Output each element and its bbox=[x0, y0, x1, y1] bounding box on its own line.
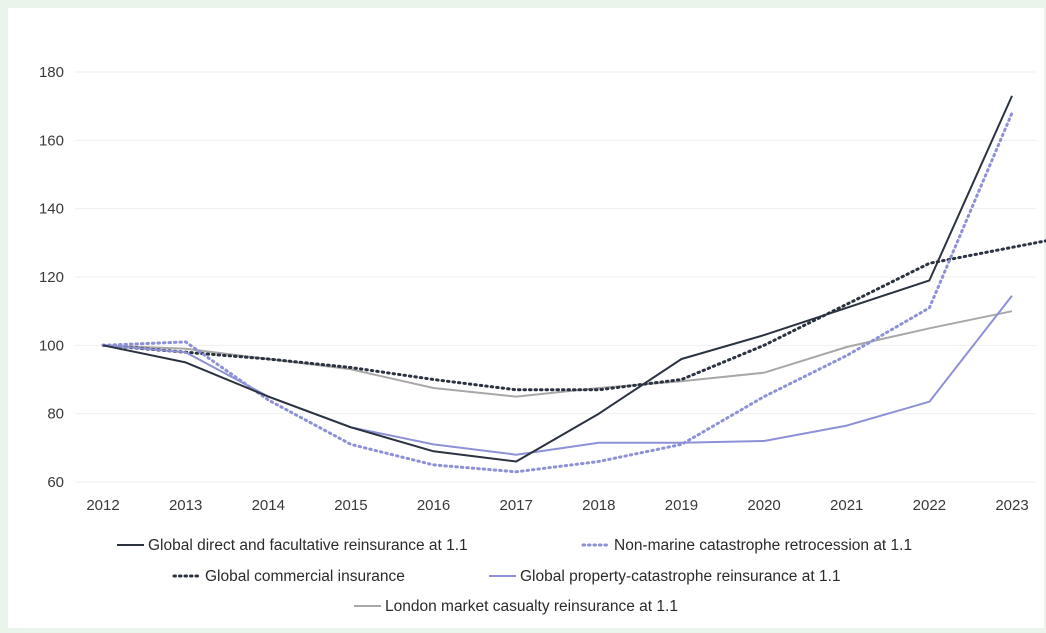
x-axis-ticks: 2012 2013 2014 2015 2016 2017 2018 2019 2020 2021… bbox=[86, 497, 1028, 514]
y-axis-ticks: 60 80 100 120 140 160 180 bbox=[39, 64, 64, 491]
y-tick-label: 100 bbox=[39, 337, 64, 354]
y-tick-label: 60 bbox=[47, 474, 64, 491]
legend-label: London market casualty reinsurance at 1.… bbox=[385, 598, 678, 615]
y-tick-label: 80 bbox=[47, 406, 64, 423]
y-tick-label: 140 bbox=[39, 201, 64, 218]
legend-label: Non-marine catastrophe retrocession at 1… bbox=[614, 537, 912, 554]
x-tick-label: 2019 bbox=[665, 497, 698, 514]
series-line-5 bbox=[102, 310, 1013, 398]
series-lines bbox=[101, 95, 1046, 474]
chart-panel bbox=[8, 8, 1044, 628]
x-tick-label: 2015 bbox=[334, 497, 367, 514]
y-tick-label: 160 bbox=[39, 132, 64, 149]
series-line-4 bbox=[102, 295, 1013, 456]
x-tick-label: 2023 bbox=[995, 497, 1028, 514]
x-tick-label: 2016 bbox=[417, 497, 450, 514]
legend-label: Global direct and facultative reinsuranc… bbox=[148, 537, 468, 554]
x-tick-label: 2020 bbox=[747, 497, 780, 514]
x-tick-label: 2013 bbox=[169, 497, 202, 514]
y-tick-label: 180 bbox=[39, 64, 64, 81]
x-tick-label: 2012 bbox=[86, 497, 119, 514]
series-line-3 bbox=[101, 239, 1046, 392]
y-tick-label: 120 bbox=[39, 269, 64, 286]
x-tick-label: 2014 bbox=[252, 497, 285, 514]
x-tick-label: 2022 bbox=[913, 497, 946, 514]
gridlines bbox=[75, 71, 1036, 483]
legend-label: Global commercial insurance bbox=[205, 568, 405, 585]
series-line-1 bbox=[102, 95, 1013, 463]
legend: Global direct and facultative reinsuranc… bbox=[117, 537, 912, 615]
legend-label: Global property-catastrophe reinsurance … bbox=[520, 568, 841, 585]
x-tick-label: 2018 bbox=[582, 497, 615, 514]
x-tick-label: 2021 bbox=[830, 497, 863, 514]
x-tick-label: 2017 bbox=[499, 497, 532, 514]
